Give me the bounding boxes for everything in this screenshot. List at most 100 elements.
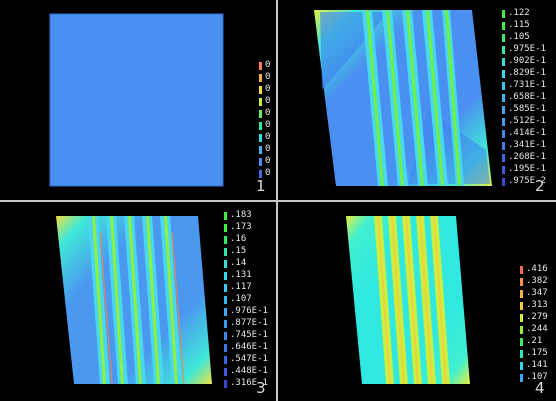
legend-label: .107 bbox=[230, 294, 252, 304]
stripe-group-2 bbox=[362, 10, 464, 186]
legend-swatch bbox=[224, 344, 227, 352]
legend-label: .658E-1 bbox=[508, 92, 546, 102]
legend-entry: .141 bbox=[520, 360, 556, 370]
legend-label: .877E-1 bbox=[230, 318, 268, 328]
legend-label: .585E-1 bbox=[508, 104, 546, 114]
legend-swatch bbox=[259, 158, 262, 166]
legend-entry: .15 bbox=[224, 246, 276, 256]
legend-entry: .975E-2 bbox=[502, 176, 556, 186]
legend-swatch bbox=[224, 236, 227, 244]
legend-swatch bbox=[224, 260, 227, 268]
legend-swatch bbox=[259, 146, 262, 154]
horizontal-divider[interactable] bbox=[0, 200, 556, 202]
legend-swatch bbox=[224, 272, 227, 280]
legend-entry: .976E-1 bbox=[224, 306, 276, 316]
legend-swatch bbox=[520, 290, 523, 298]
legend-label: .975E-1 bbox=[508, 44, 546, 54]
legend-entry: .585E-1 bbox=[502, 104, 556, 114]
legend-entry: 0 bbox=[259, 72, 276, 82]
legend-swatch bbox=[520, 374, 523, 382]
legend-label: 0 bbox=[265, 132, 271, 142]
legend-entry: .512E-1 bbox=[502, 116, 556, 126]
legend-swatch bbox=[224, 224, 227, 232]
viewport-pane-3[interactable]: .183 .173 .16 .15 .14 .131 .117 .107 .976E-1 .877… bbox=[0, 202, 276, 401]
legend-label: .646E-1 bbox=[230, 342, 268, 352]
legend-label: .173 bbox=[230, 222, 252, 232]
contour-plot-4 bbox=[346, 216, 470, 384]
legend-entry: .115 bbox=[502, 20, 556, 30]
legend-swatch bbox=[520, 302, 523, 310]
viewport-pane-4[interactable]: .416.382.347.313.279.244.21.175.141.107 … bbox=[278, 202, 556, 401]
legend-swatch bbox=[259, 170, 262, 178]
legend-entry: .902E-1 bbox=[502, 56, 556, 66]
legend-entry: 0 bbox=[259, 108, 276, 118]
legend-swatch bbox=[224, 308, 227, 316]
legend-swatch bbox=[502, 70, 505, 78]
legend-swatch bbox=[502, 106, 505, 114]
legend-swatch bbox=[520, 326, 523, 334]
contour-plot-2 bbox=[314, 10, 492, 186]
legend-label: .16 bbox=[230, 234, 247, 244]
legend-swatch bbox=[520, 278, 523, 286]
legend-label: .347 bbox=[526, 288, 548, 298]
legend-entry: .16 bbox=[224, 234, 276, 244]
legend-entry: .448E-1 bbox=[224, 366, 276, 376]
legend-swatch bbox=[224, 248, 227, 256]
legend-entry: .21 bbox=[520, 336, 556, 346]
legend-swatch bbox=[502, 142, 505, 150]
legend-label: .512E-1 bbox=[508, 116, 546, 126]
legend-label: .547E-1 bbox=[230, 354, 268, 364]
legend-label: .131 bbox=[230, 270, 252, 280]
legend-swatch bbox=[520, 314, 523, 322]
legend-label: .976E-1 bbox=[230, 306, 268, 316]
legend-label: .195E-1 bbox=[508, 164, 546, 174]
legend-swatch bbox=[502, 94, 505, 102]
legend-entry: .268E-1 bbox=[502, 152, 556, 162]
legend-entry: 0 bbox=[259, 168, 276, 178]
legend-label: 0 bbox=[265, 168, 271, 178]
legend-label: .279 bbox=[526, 312, 548, 322]
legend-swatch bbox=[520, 338, 523, 346]
legend-label: .117 bbox=[230, 282, 252, 292]
legend-label: .183 bbox=[230, 210, 252, 220]
legend-entry: .877E-1 bbox=[224, 318, 276, 328]
legend-label: .382 bbox=[526, 276, 548, 286]
legend-swatch bbox=[502, 178, 505, 186]
legend-entry: 0 bbox=[259, 156, 276, 166]
legend-entry: .658E-1 bbox=[502, 92, 556, 102]
legend-swatch bbox=[502, 154, 505, 162]
legend-entry: .975E-1 bbox=[502, 44, 556, 54]
legend-label: .107 bbox=[526, 372, 548, 382]
legend-swatch bbox=[520, 362, 523, 370]
legend-label: .21 bbox=[526, 336, 543, 346]
legend-entry: .547E-1 bbox=[224, 354, 276, 364]
legend-label: .731E-1 bbox=[508, 80, 546, 90]
legend-swatch bbox=[259, 74, 262, 82]
legend-entry: .416 bbox=[520, 264, 556, 274]
legend-swatch bbox=[224, 356, 227, 364]
legend-entry: .382 bbox=[520, 276, 556, 286]
legend-label: .115 bbox=[508, 20, 530, 30]
legend-swatch bbox=[520, 350, 523, 358]
legend-entry: 0 bbox=[259, 84, 276, 94]
viewport-pane-2[interactable]: .122 .115 .105 .975E-1 .902E-1 .829E-1 .731E-1… bbox=[278, 0, 556, 200]
legend-label: .122 bbox=[508, 8, 530, 18]
legend-entry: .195E-1 bbox=[502, 164, 556, 174]
legend-swatch bbox=[259, 98, 262, 106]
legend-entry: .244 bbox=[520, 324, 556, 334]
legend-entry: .122 bbox=[502, 8, 556, 18]
legend-entry: .107 bbox=[224, 294, 276, 304]
legend-entry: .105 bbox=[502, 32, 556, 42]
legend-swatch bbox=[502, 34, 505, 42]
legend-label: 0 bbox=[265, 144, 271, 154]
legend-entry: .414E-1 bbox=[502, 128, 556, 138]
viewport-pane-1[interactable]: 0 0 0 0 0 0 0 0 0 0 1 bbox=[0, 0, 276, 200]
pane-number-3: 3 bbox=[256, 379, 266, 397]
legend-entry: .107 bbox=[520, 372, 556, 382]
legend-label: 0 bbox=[265, 156, 271, 166]
legend-entry: .117 bbox=[224, 282, 276, 292]
legend-swatch bbox=[259, 134, 262, 142]
legend-swatch bbox=[224, 380, 227, 388]
legend-swatch bbox=[224, 332, 227, 340]
legend-entry: .316E-1 bbox=[224, 378, 276, 388]
